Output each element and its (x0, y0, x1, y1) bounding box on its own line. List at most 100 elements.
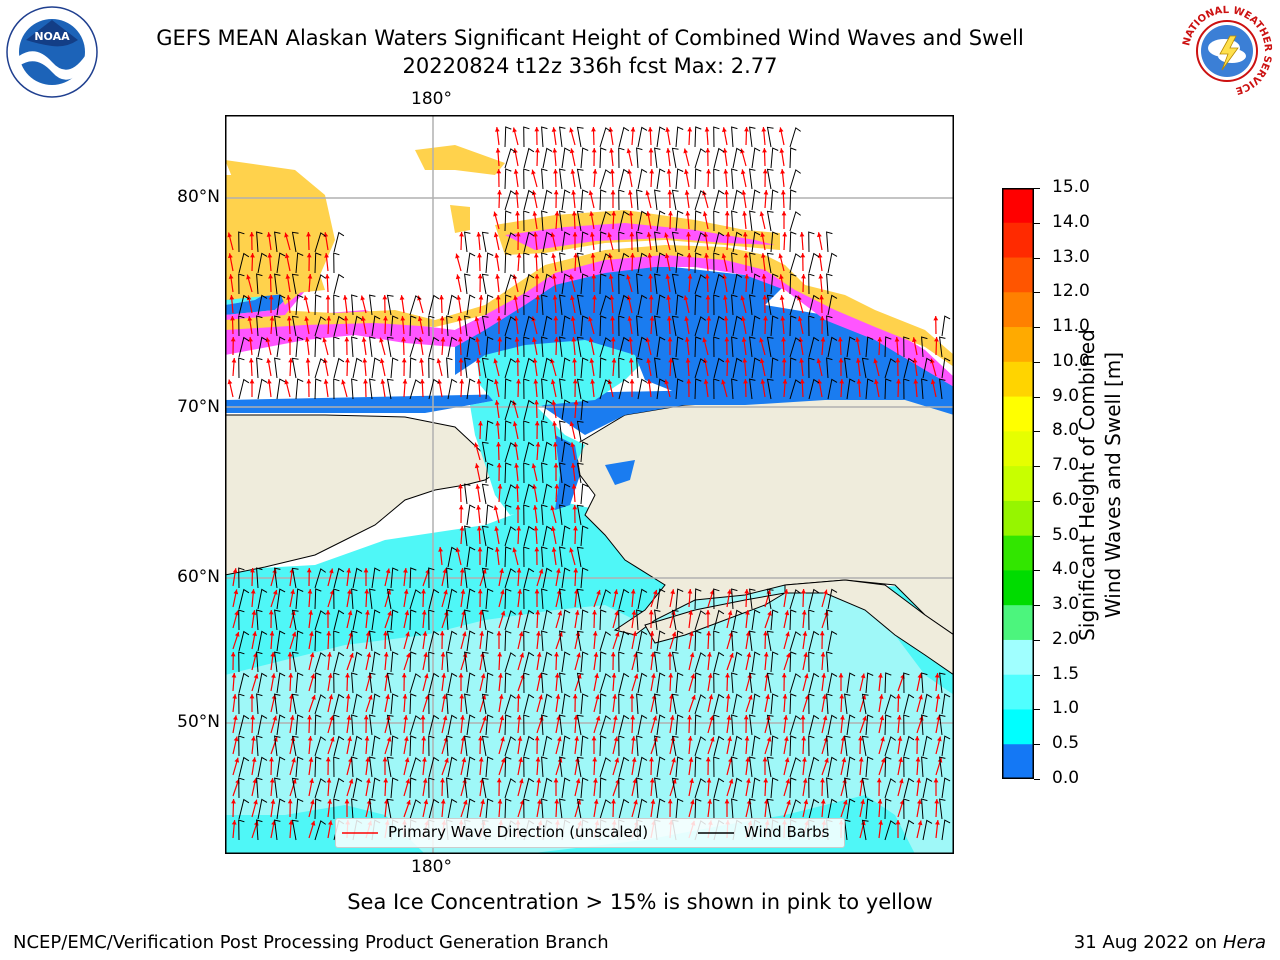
wave-arrow (570, 316, 576, 335)
wind-barb (485, 756, 494, 778)
wave-arrow (687, 714, 692, 734)
colorbar-tick-mark (1034, 605, 1040, 607)
wave-arrow (534, 589, 540, 607)
lon-label-top: 180° (411, 89, 452, 109)
wave-arrow (288, 819, 294, 839)
wind-barb (846, 798, 856, 820)
wave-arrow (707, 736, 715, 755)
wind-barb (504, 168, 512, 190)
wave-arrow (574, 610, 580, 629)
wind-barb (314, 798, 322, 820)
wave-arrow (665, 274, 671, 293)
wave-arrow (403, 589, 409, 608)
wave-arrow (934, 336, 939, 356)
wave-arrow (703, 379, 709, 398)
wave-arrow (270, 673, 276, 692)
wave-arrow (740, 295, 747, 314)
wind-barb (599, 211, 611, 232)
wind-barb (732, 147, 743, 169)
wind-barb (371, 693, 381, 715)
wave-arrow (630, 252, 635, 272)
wave-arrow (648, 273, 653, 293)
wave-arrow (228, 274, 234, 293)
wave-arrow (285, 274, 291, 293)
wave-arrow (553, 315, 559, 335)
wave-arrow (496, 777, 502, 797)
wind-barb (352, 357, 363, 379)
wave-arrow (780, 316, 786, 335)
wave-arrow (384, 589, 392, 608)
wind-barb (580, 147, 589, 169)
wave-arrow (421, 735, 427, 755)
wave-arrow (553, 778, 559, 796)
wind-barb (371, 777, 381, 799)
wind-barb (295, 294, 304, 316)
wind-barb (731, 252, 738, 274)
wind-barb (390, 693, 399, 715)
footer-branch: NCEP/EMC/Verification Post Processing Pr… (13, 932, 609, 953)
wave-arrow (821, 673, 826, 692)
wind-barb (694, 148, 706, 169)
wave-arrow (685, 211, 691, 230)
wave-arrow (550, 358, 557, 377)
colorbar-segment (1002, 292, 1034, 328)
wind-barb (447, 672, 458, 694)
wind-barb (671, 693, 679, 715)
wave-arrow (476, 525, 482, 545)
wind-barb (351, 588, 358, 610)
wind-barb (789, 231, 797, 253)
wave-height-map (225, 115, 954, 854)
wind-barb (618, 630, 630, 652)
wave-arrow (593, 778, 598, 797)
wave-arrow (761, 273, 767, 293)
wave-arrow (745, 778, 751, 797)
wind-barb (428, 651, 435, 673)
wind-barb (694, 714, 702, 736)
wave-arrow (496, 316, 502, 334)
wave-arrow (817, 232, 823, 251)
wind-barb (561, 147, 571, 169)
wind-barb (789, 273, 797, 295)
wind-barb (523, 798, 530, 820)
wind-barb (732, 315, 743, 337)
wave-arrow (555, 568, 561, 587)
wave-arrow (534, 735, 540, 755)
wave-arrow (460, 589, 466, 608)
wind-barb (713, 315, 725, 337)
wave-arrow (688, 610, 693, 629)
wave-arrow (593, 652, 599, 671)
wind-barb (466, 252, 476, 274)
wind-barb (504, 610, 516, 631)
wave-arrow (458, 504, 464, 524)
wind-barb (291, 693, 299, 715)
wave-arrow (759, 358, 766, 377)
wave-arrow (683, 148, 690, 167)
wave-arrow (838, 673, 844, 691)
wave-arrow (327, 715, 334, 734)
sea-ice-caption: Sea Ice Concentration > 15% is shown in … (347, 890, 933, 914)
wave-arrow (764, 694, 770, 713)
wind-barb (295, 714, 304, 736)
wave-arrow (534, 546, 540, 566)
wind-barb (576, 672, 584, 694)
wave-arrow (688, 652, 695, 671)
wind-barb (671, 147, 679, 169)
wave-arrow (779, 274, 785, 293)
wind-barb (485, 504, 494, 526)
wave-arrow (610, 651, 616, 671)
wave-arrow (403, 652, 411, 671)
wave-arrow (284, 253, 291, 272)
wind-barb (447, 588, 458, 610)
wave-arrow (400, 316, 406, 335)
wave-arrow (760, 379, 766, 398)
wave-arrow (440, 336, 446, 356)
wave-arrow (308, 820, 316, 839)
wind-barb (844, 735, 851, 757)
wave-arrow (532, 337, 538, 356)
wave-arrow (365, 631, 371, 650)
wave-arrow (498, 610, 506, 629)
wave-arrow (322, 337, 329, 356)
wind-barb (314, 336, 322, 358)
wave-arrow (550, 379, 557, 398)
wave-arrow (421, 610, 427, 629)
